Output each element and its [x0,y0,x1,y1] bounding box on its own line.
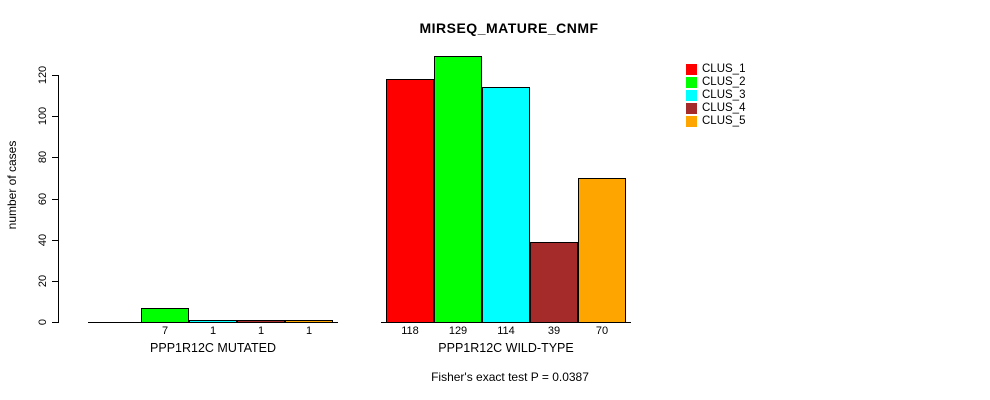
bar-value-label: 114 [497,325,515,337]
bar-value-label: 7 [161,325,169,337]
bar [237,320,285,323]
legend-item: CLUS_2 [686,76,745,89]
y-tick-mark [52,157,58,158]
bar-value-label: 39 [547,325,561,337]
bar [530,242,578,323]
y-tick-label: 0 [37,318,49,326]
legend-swatch [686,103,697,114]
bar-value-label: 1 [257,325,265,337]
y-tick-mark [52,322,58,323]
legend-label: CLUS_2 [702,76,746,88]
legend-swatch [686,90,697,101]
y-axis-line [58,75,59,323]
fisher-test-footnote: Fisher's exact test P = 0.0387 [431,370,589,384]
legend-item: CLUS_3 [686,89,745,102]
x-group-label-wildtype: PPP1R12C WILD-TYPE [438,341,574,355]
legend-swatch [686,77,697,88]
bar [434,56,482,323]
legend-label: CLUS_1 [702,63,746,75]
bar-value-label: 1 [305,325,313,337]
y-tick-label: 80 [37,150,49,164]
y-tick-label: 120 [37,65,49,85]
x-group-label-mutated: PPP1R12C MUTATED [150,341,276,355]
legend-label: CLUS_4 [702,102,746,114]
bar-value-label: 1 [209,325,217,337]
y-tick-mark [52,240,58,241]
y-tick-mark [52,199,58,200]
bar [386,79,434,323]
bar [482,87,530,323]
bar [285,320,333,323]
bar [578,178,626,323]
y-tick-label: 60 [37,192,49,206]
y-tick-mark [52,116,58,117]
legend-label: CLUS_3 [702,89,746,101]
bar-value-label: 70 [595,325,609,337]
y-tick-label: 100 [37,106,49,126]
bar [141,308,189,323]
legend: CLUS_1 CLUS_2 CLUS_3 CLUS_4 CLUS_5 [686,63,745,128]
legend-label: CLUS_5 [702,115,746,127]
bar-value-label: 118 [401,325,419,337]
legend-swatch [686,116,697,127]
bar [189,320,237,323]
legend-item: CLUS_1 [686,63,745,76]
y-tick-mark [52,75,58,76]
chart-title: MIRSEQ_MATURE_CNMF [419,20,599,36]
y-tick-mark [52,281,58,282]
legend-swatch [686,64,697,75]
y-tick-label: 20 [37,274,49,288]
legend-item: CLUS_5 [686,115,745,128]
bar-value-label: 129 [448,325,468,337]
y-tick-label: 40 [37,233,49,247]
legend-item: CLUS_4 [686,102,745,115]
